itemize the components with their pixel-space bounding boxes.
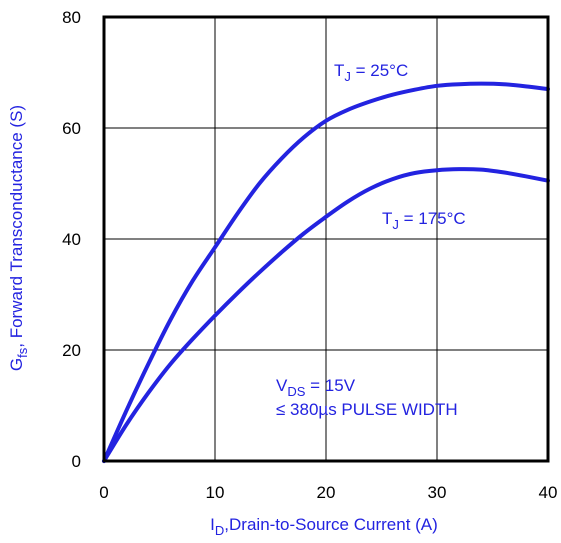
y-axis-label-sub: fs [15, 347, 30, 358]
series-label-tj25-main: T [334, 61, 344, 80]
series-line-tj175 [102, 167, 550, 463]
x-tick-label: 0 [99, 483, 108, 502]
y-tick-label: 60 [62, 119, 81, 138]
annotation-vds-main: V [276, 376, 288, 395]
x-tick-label: 30 [428, 483, 447, 502]
y-tick-label: 80 [62, 8, 81, 27]
plot-frame [102, 15, 550, 463]
series-label-tj175-rest: = 175°C [399, 209, 466, 228]
x-axis-label: ID,Drain-to-Source Current (A) [210, 515, 438, 538]
x-tick-label: 40 [539, 483, 558, 502]
y-tick-labels: 0 20 40 60 80 [62, 8, 81, 471]
series-curves [102, 81, 550, 463]
annotation-vds: VDS = 15V [276, 376, 356, 399]
x-axis-label-sub: D [215, 523, 224, 538]
series-label-tj175-main: T [382, 209, 392, 228]
y-axis-label-rest: , Forward Transconductance (S) [7, 105, 26, 348]
series-label-tj175: TJ = 175°C [382, 209, 466, 232]
annotation-pulse-width: ≤ 380µs PULSE WIDTH [276, 400, 458, 419]
annotation-vds-sub: DS [287, 384, 305, 399]
x-axis-label-rest: ,Drain-to-Source Current (A) [224, 515, 438, 534]
y-tick-label: 0 [72, 452, 81, 471]
series-line-tj25 [102, 81, 550, 463]
series-label-tj25-sub: J [344, 69, 351, 84]
x-tick-labels: 0 10 20 30 40 [99, 483, 557, 502]
y-tick-label: 20 [62, 341, 81, 360]
y-tick-label: 40 [62, 230, 81, 249]
series-label-tj175-sub: J [392, 217, 399, 232]
y-axis-label: Gfs, Forward Transconductance (S) [7, 105, 30, 371]
series-label-tj25: TJ = 25°C [334, 61, 408, 84]
series-label-tj25-rest: = 25°C [351, 61, 408, 80]
grid-lines [104, 17, 548, 461]
x-axis-label-main: I [210, 515, 215, 534]
x-tick-label: 20 [317, 483, 336, 502]
annotation-vds-rest: = 15V [305, 376, 355, 395]
y-axis-label-main: G [7, 358, 26, 371]
x-tick-label: 10 [206, 483, 225, 502]
